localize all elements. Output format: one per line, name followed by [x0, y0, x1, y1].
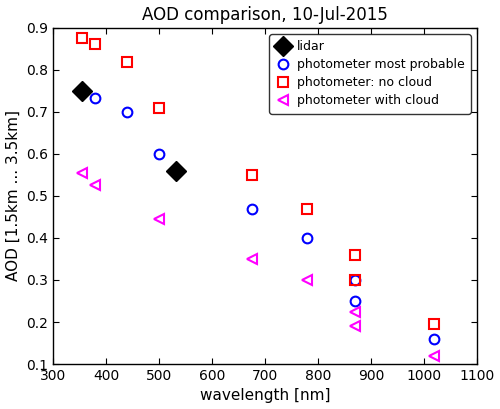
lidar — [173, 168, 179, 173]
Legend: lidar, photometer most probable, photometer: no cloud, photometer with cloud: lidar, photometer most probable, photome… — [269, 34, 470, 114]
Line: photometer most probable: photometer most probable — [78, 86, 440, 344]
photometer with cloud — [432, 353, 438, 358]
photometer: no cloud: (440, 0.82): no cloud: (440, 0.82) — [124, 59, 130, 64]
X-axis label: wavelength [nm]: wavelength [nm] — [200, 389, 330, 403]
photometer: no cloud: (870, 0.3): no cloud: (870, 0.3) — [352, 278, 358, 283]
photometer with cloud — [304, 278, 310, 283]
Y-axis label: AOD [1.5km ... 3.5km]: AOD [1.5km ... 3.5km] — [6, 110, 20, 281]
photometer most probable — [124, 110, 130, 115]
lidar — [79, 88, 85, 93]
photometer most probable — [248, 206, 254, 211]
photometer: no cloud: (675, 0.55): no cloud: (675, 0.55) — [248, 173, 254, 178]
photometer: no cloud: (1.02e+03, 0.195): no cloud: (1.02e+03, 0.195) — [432, 321, 438, 326]
photometer with cloud — [79, 171, 85, 175]
photometer with cloud — [92, 183, 98, 188]
photometer most probable — [432, 336, 438, 341]
photometer most probable — [92, 96, 98, 101]
photometer with cloud — [352, 309, 358, 314]
Line: photometer with cloud: photometer with cloud — [78, 168, 440, 360]
photometer: no cloud: (780, 0.47): no cloud: (780, 0.47) — [304, 206, 310, 211]
photometer: no cloud: (500, 0.71): no cloud: (500, 0.71) — [156, 105, 162, 110]
photometer most probable — [156, 151, 162, 156]
photometer most probable — [352, 278, 358, 283]
photometer: no cloud: (870, 0.36): no cloud: (870, 0.36) — [352, 252, 358, 257]
photometer with cloud — [248, 256, 254, 261]
photometer with cloud — [156, 217, 162, 222]
photometer most probable — [304, 236, 310, 240]
photometer most probable — [79, 88, 85, 93]
Line: lidar: lidar — [75, 84, 183, 178]
photometer: no cloud: (355, 0.875): no cloud: (355, 0.875) — [79, 36, 85, 41]
photometer with cloud — [352, 324, 358, 329]
photometer most probable — [352, 299, 358, 303]
photometer: no cloud: (380, 0.862): no cloud: (380, 0.862) — [92, 41, 98, 46]
Line: photometer: no cloud: photometer: no cloud — [78, 34, 440, 329]
Title: AOD comparison, 10-Jul-2015: AOD comparison, 10-Jul-2015 — [142, 6, 388, 24]
